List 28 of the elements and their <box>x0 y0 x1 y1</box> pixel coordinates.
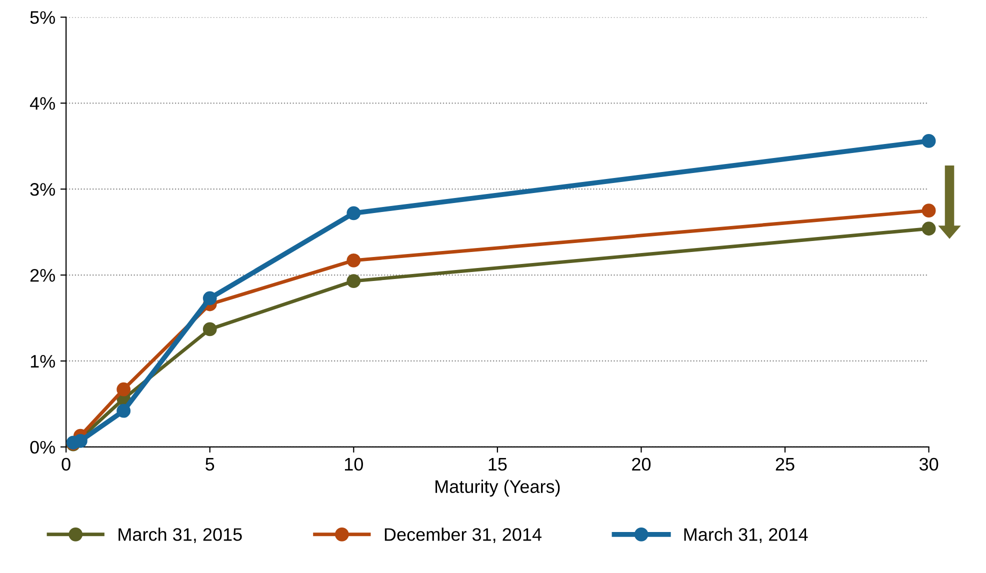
y-tick-label: 4% <box>30 97 56 110</box>
point <box>922 222 936 236</box>
legend-label: March 31, 2015 <box>118 528 242 544</box>
x-tick-label: 20 <box>632 458 651 471</box>
point <box>346 206 361 220</box>
x-tick-label: 5 <box>206 458 214 471</box>
point <box>346 274 361 288</box>
point <box>346 253 361 268</box>
y-tick-label: 0% <box>30 440 56 454</box>
x-tick-label: 0 <box>62 458 70 471</box>
point <box>116 382 131 396</box>
point <box>202 322 217 336</box>
y-tick-label: 3% <box>30 183 56 196</box>
legend-label: December 31, 2014 <box>384 528 542 544</box>
x-tick-label: 25 <box>776 458 794 471</box>
point <box>202 291 217 306</box>
x-axis-title: Maturity (Years) <box>436 480 560 497</box>
x-tick-label: 15 <box>488 458 507 471</box>
point <box>116 404 131 418</box>
point <box>922 204 936 218</box>
y-tick-label: 5% <box>30 11 56 24</box>
y-tick-label: 2% <box>30 268 56 282</box>
y-tick-label: 1% <box>30 355 56 368</box>
x-tick-label: 10 <box>344 458 363 471</box>
x-tick-label: 30 <box>919 458 938 471</box>
point <box>73 434 88 448</box>
point <box>922 134 936 148</box>
legend-label: March 31, 2014 <box>684 528 808 544</box>
